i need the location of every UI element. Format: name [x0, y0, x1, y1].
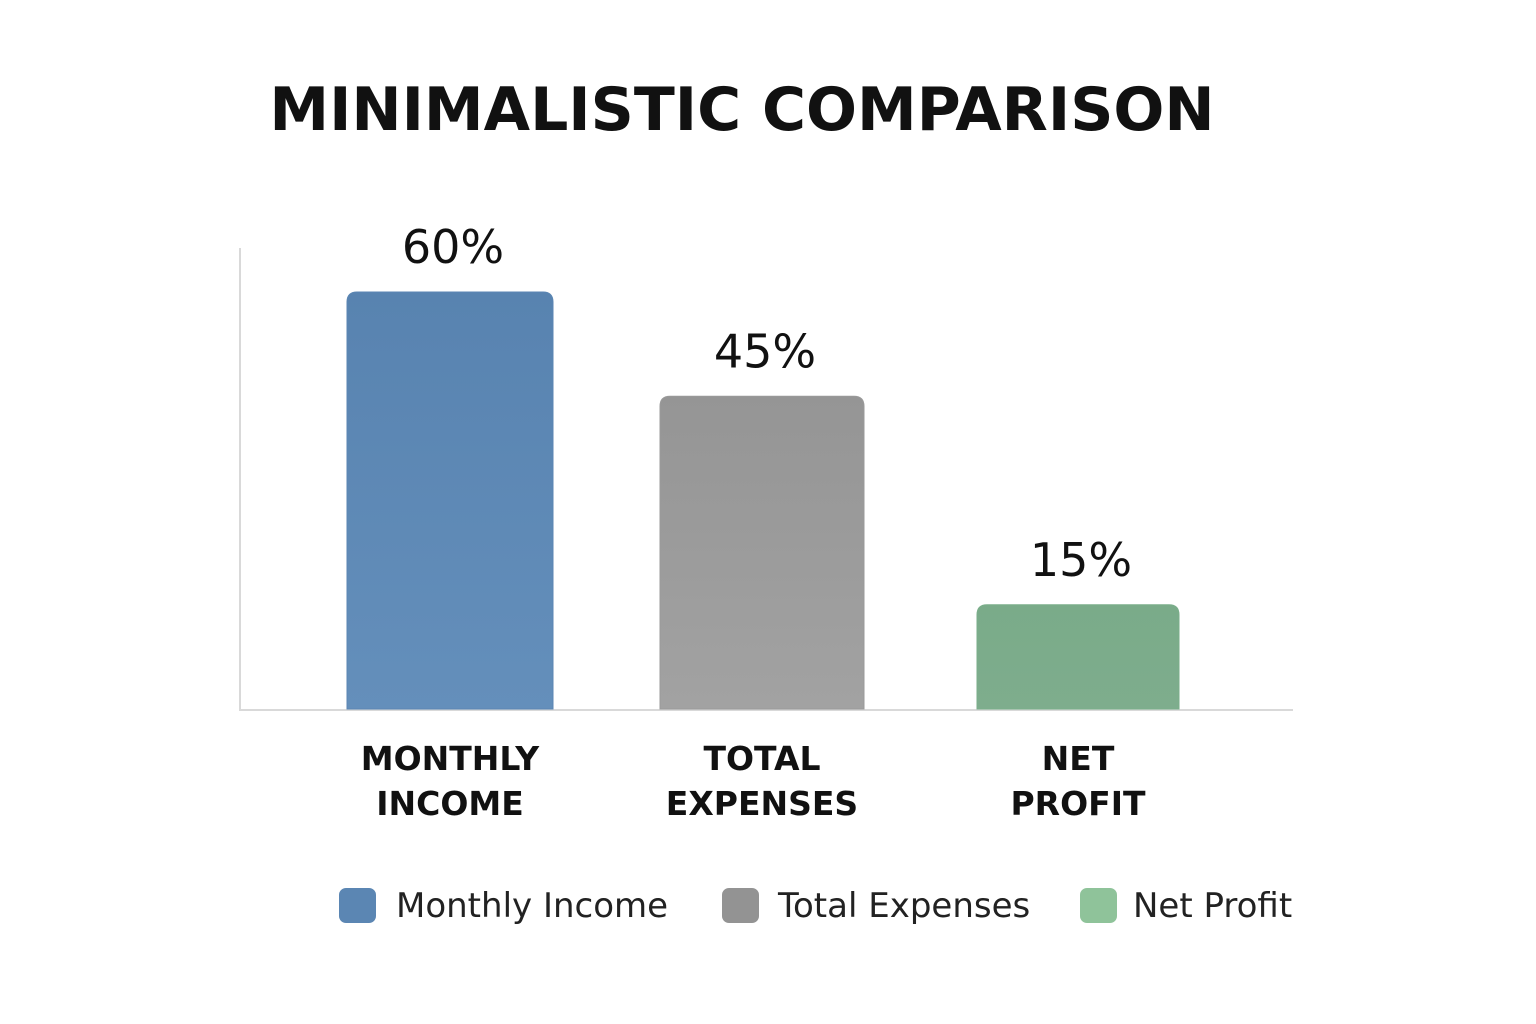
category-label-total-expenses-line-2: EXPENSES	[666, 784, 858, 823]
category-label-total-expenses-line-1: TOTAL	[703, 739, 820, 778]
category-labels-layer: MONTHLY INCOME TOTAL EXPENSES NET PROFIT	[361, 739, 1146, 823]
bars-layer	[346, 291, 1180, 710]
legend: Monthly Income Total Expenses Net Profit	[339, 886, 1292, 926]
legend-label-net-profit: Net Profit	[1133, 886, 1292, 926]
bar-monthly-income	[346, 291, 554, 710]
category-label-monthly-income-line-1: MONTHLY	[361, 739, 541, 778]
category-label-net-profit-line-2: PROFIT	[1011, 784, 1146, 823]
value-label-total-expenses: 45%	[714, 324, 816, 378]
value-labels-layer: 60% 45% 15%	[402, 220, 1132, 587]
legend-swatch-monthly-income	[339, 888, 376, 923]
legend-label-total-expenses: Total Expenses	[777, 886, 1030, 926]
legend-swatch-net-profit	[1080, 888, 1117, 923]
value-label-net-profit: 15%	[1030, 533, 1132, 587]
category-label-net-profit-line-1: NET	[1042, 739, 1115, 778]
legend-label-monthly-income: Monthly Income	[396, 886, 668, 926]
value-label-monthly-income: 60%	[402, 220, 504, 274]
category-label-monthly-income-line-2: INCOME	[376, 784, 524, 823]
bar-net-profit	[976, 604, 1180, 710]
legend-swatch-total-expenses	[722, 888, 759, 923]
bar-total-expenses	[659, 395, 865, 710]
chart-title: MINIMALISTIC COMPARISON	[269, 75, 1214, 145]
